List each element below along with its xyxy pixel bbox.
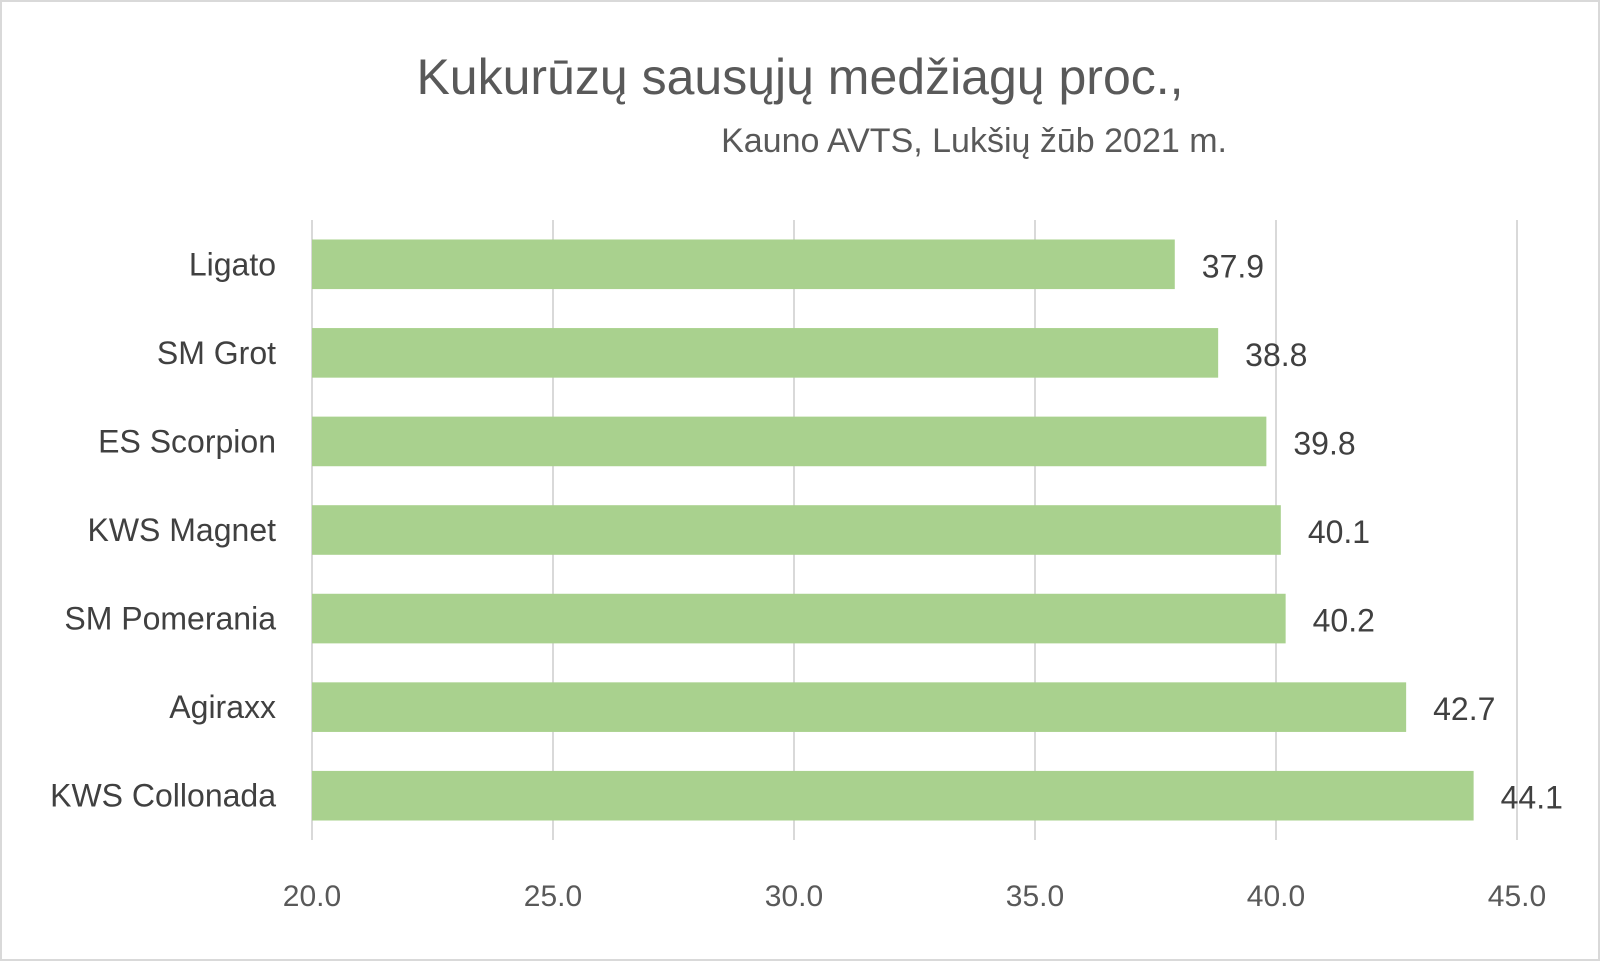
category-label: Ligato (189, 246, 276, 282)
bar (312, 593, 1286, 644)
x-axis-tick-labels: 20.0 25.0 30.0 35.0 40.0 45.0 (283, 880, 1546, 913)
bar (312, 239, 1175, 290)
x-tick-label: 30.0 (765, 880, 823, 913)
category-label: ES Scorpion (98, 423, 276, 459)
x-tick-label: 45.0 (1488, 880, 1546, 913)
category-label: KWS Magnet (87, 512, 276, 548)
bar (312, 505, 1281, 555)
bar (312, 682, 1407, 732)
data-labels: 37.9 38.8 39.8 40.1 40.2 42.7 44.1 (1202, 248, 1563, 815)
bar (312, 416, 1267, 467)
data-label: 42.7 (1433, 691, 1495, 727)
category-label: Agiraxx (169, 689, 276, 725)
x-tick-label: 25.0 (524, 880, 582, 913)
data-label: 38.8 (1245, 337, 1307, 373)
chart-subtitle: Kauno AVTS, Lukšių žūb 2021 m. (721, 122, 1227, 160)
data-label: 40.2 (1313, 603, 1375, 639)
bar (312, 770, 1474, 821)
data-label: 40.1 (1308, 514, 1370, 550)
category-labels: Ligato SM Grot ES Scorpion KWS Magnet SM Pom… (50, 246, 276, 813)
category-label: SM Pomerania (64, 601, 276, 637)
data-label: 39.8 (1293, 425, 1355, 461)
x-tick-label: 35.0 (1006, 880, 1064, 913)
data-label: 44.1 (1501, 780, 1563, 816)
x-tick-label: 40.0 (1247, 880, 1305, 913)
category-label: SM Grot (157, 335, 276, 371)
bars (312, 239, 1474, 821)
data-label: 37.9 (1202, 248, 1264, 284)
category-label: KWS Collonada (50, 778, 276, 814)
chart-title: Kukurūzų sausųjų medžiagų proc., (416, 49, 1183, 105)
bar (312, 328, 1219, 378)
x-tick-label: 20.0 (283, 880, 341, 913)
